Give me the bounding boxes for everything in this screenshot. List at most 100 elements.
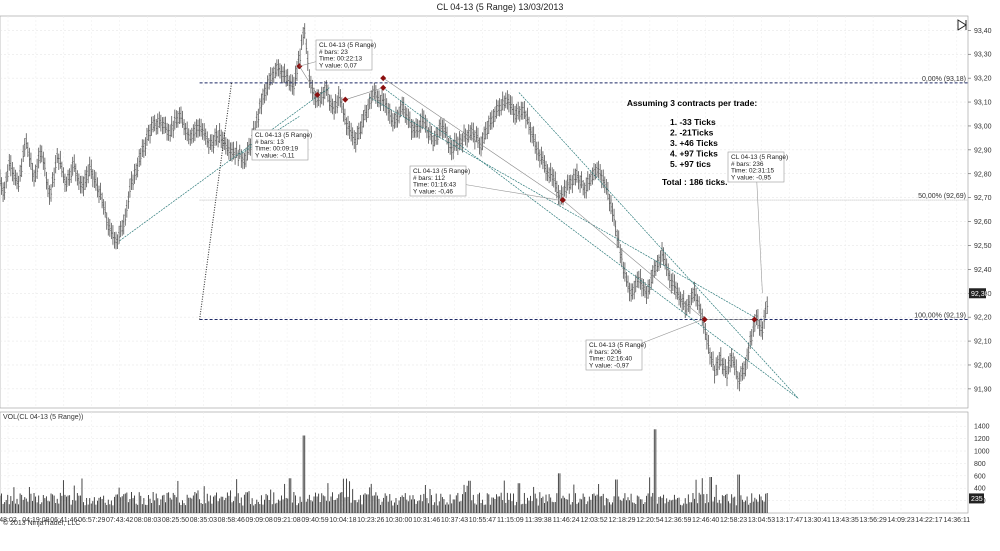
range-bar: [6, 164, 9, 182]
range-bar: [537, 141, 540, 162]
range-bar: [413, 121, 416, 138]
range-bar: [173, 109, 176, 130]
range-bar: [566, 174, 569, 191]
range-bar: [441, 119, 444, 140]
range-bar: [303, 23, 306, 39]
time-tick-label: 09:09:08: [246, 517, 273, 524]
range-bar: [444, 123, 447, 138]
range-bar: [181, 110, 184, 128]
price-tick-label: 93,10: [974, 100, 992, 107]
range-bar: [176, 110, 179, 128]
range-bar: [521, 101, 524, 120]
range-bar: [582, 180, 585, 196]
range-bar: [367, 99, 370, 118]
range-bar: [524, 110, 527, 129]
annotation-line: # bars: 23: [319, 49, 348, 56]
range-bar: [648, 279, 651, 295]
range-bar: [124, 208, 127, 226]
range-bar: [108, 218, 111, 237]
price-tick-label: 92,20: [974, 315, 992, 322]
range-bar: [356, 125, 359, 145]
range-bar: [33, 169, 36, 187]
trade-note-item: 2. -21Ticks: [670, 128, 714, 138]
range-bar: [215, 125, 218, 146]
range-bar: [113, 231, 116, 249]
trade-marker[interactable]: [701, 316, 758, 323]
range-bar: [70, 164, 73, 183]
range-bar: [596, 162, 599, 177]
range-bar: [68, 168, 71, 186]
range-bar: [132, 174, 135, 191]
range-bar: [295, 60, 298, 82]
range-bar: [37, 147, 40, 169]
range-bar: [85, 166, 88, 188]
range-bar: [500, 99, 503, 116]
range-bar: [20, 158, 23, 178]
range-bar: [150, 116, 153, 136]
range-bar: [91, 169, 94, 188]
range-bar: [623, 262, 626, 282]
range-bar: [56, 147, 59, 164]
range-bar: [568, 175, 571, 195]
collapse-icon[interactable]: [955, 17, 969, 31]
range-bar: [350, 122, 353, 142]
range-bar: [54, 155, 57, 174]
range-bar: [149, 124, 152, 144]
range-bar: [575, 163, 578, 183]
time-tick-label: 09:40:59: [301, 517, 328, 524]
range-bar: [433, 130, 436, 147]
trade-marker[interactable]: [342, 84, 387, 103]
range-bar: [376, 90, 379, 107]
time-tick-label: 13:30:41: [804, 517, 831, 524]
range-bar: [625, 271, 628, 287]
range-bar: [277, 59, 280, 77]
range-bar: [240, 149, 243, 168]
range-bar: [732, 352, 735, 368]
range-bar: [330, 94, 333, 113]
range-bar: [87, 164, 90, 184]
range-bar: [766, 296, 769, 315]
time-tick-label: 11:15:09: [497, 517, 524, 524]
volume-panel: VOL(CL 04-13 (5 Range)) 1400 1200 1000 800 60…: [0, 411, 990, 514]
range-bar: [489, 112, 492, 130]
trend-line[interactable]: [369, 96, 755, 318]
range-bar: [430, 125, 433, 145]
range-bar: [670, 273, 673, 294]
range-bar: [3, 181, 6, 200]
range-bar: [707, 334, 710, 354]
range-bar: [71, 156, 74, 176]
price-tick-label: 92,60: [974, 219, 992, 226]
time-tick-label: 12:58:23: [720, 517, 747, 524]
range-bar: [622, 261, 625, 279]
range-bar: [241, 152, 244, 170]
trend-line[interactable]: [518, 92, 799, 399]
range-bar: [260, 93, 263, 115]
range-bar: [503, 95, 506, 111]
range-bar: [40, 145, 43, 163]
range-bar: [555, 180, 558, 199]
time-tick-label: 06:41:46: [50, 517, 77, 524]
range-bar: [261, 88, 264, 106]
time-tick-label: 11:46:24: [553, 517, 580, 524]
time-tick-label: 13:43:35: [832, 517, 859, 524]
range-bar: [483, 126, 486, 144]
trend-line[interactable]: [382, 87, 799, 399]
range-bar: [551, 167, 554, 187]
range-bar: [569, 174, 572, 190]
range-bar: [133, 163, 136, 184]
range-bar: [716, 355, 719, 376]
range-bar: [492, 109, 495, 128]
range-bar: [599, 164, 602, 181]
range-bar: [14, 169, 17, 186]
annotation-line: CL 04-13 (5 Range): [255, 132, 312, 139]
time-tick-label: 12:20:54: [636, 517, 663, 524]
trend-line[interactable]: [119, 87, 330, 241]
range-bar: [597, 160, 600, 179]
range-bar: [398, 106, 401, 124]
